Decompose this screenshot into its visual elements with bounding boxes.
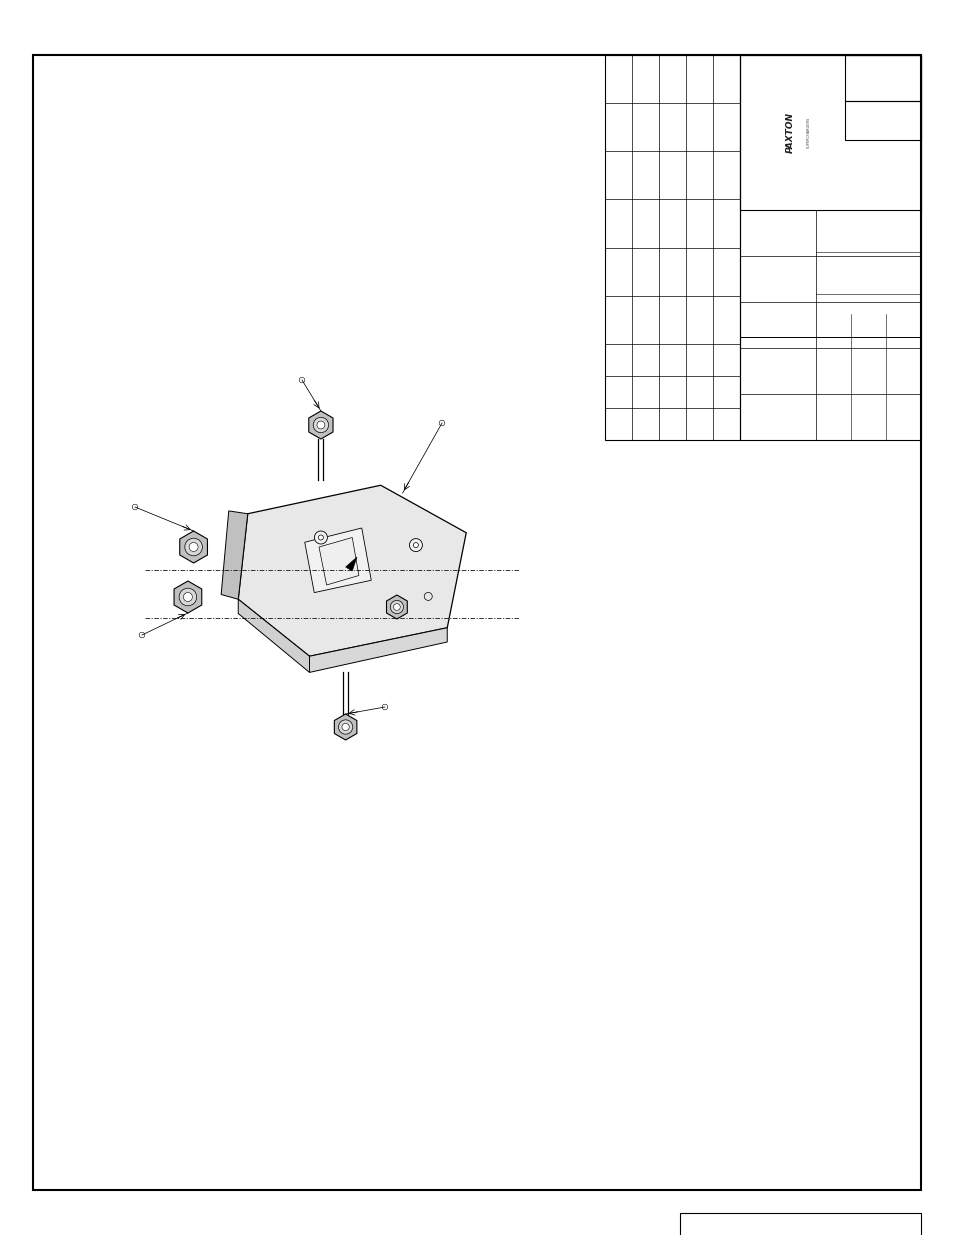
Polygon shape (221, 511, 248, 599)
Circle shape (139, 632, 145, 637)
Bar (679, 1213, 920, 1235)
Circle shape (316, 421, 324, 429)
Circle shape (313, 417, 328, 432)
Circle shape (388, 599, 401, 613)
Circle shape (390, 600, 403, 614)
Polygon shape (386, 595, 407, 619)
Circle shape (314, 531, 327, 543)
Circle shape (392, 604, 397, 609)
Polygon shape (173, 580, 201, 613)
Polygon shape (179, 531, 207, 563)
Circle shape (338, 720, 353, 734)
Circle shape (382, 704, 387, 710)
Circle shape (424, 593, 432, 600)
Bar (844, 101, 920, 140)
Polygon shape (309, 627, 447, 672)
Circle shape (318, 535, 323, 540)
Bar (740, 56, 920, 440)
Circle shape (132, 504, 137, 510)
Circle shape (185, 538, 202, 556)
Polygon shape (304, 529, 371, 593)
Circle shape (413, 542, 418, 547)
Text: SUPERCHARGERS: SUPERCHARGERS (806, 117, 810, 148)
Circle shape (409, 538, 422, 552)
Circle shape (189, 542, 198, 552)
Polygon shape (345, 557, 356, 571)
Circle shape (299, 377, 304, 383)
Circle shape (394, 604, 400, 610)
Polygon shape (238, 599, 309, 672)
Circle shape (438, 420, 444, 426)
Polygon shape (238, 485, 466, 656)
Bar (844, 56, 920, 101)
Bar (740, 56, 920, 210)
Polygon shape (309, 411, 333, 438)
Circle shape (179, 588, 196, 606)
Circle shape (183, 593, 193, 601)
Circle shape (341, 724, 349, 731)
Text: PAXTON: PAXTON (785, 112, 795, 153)
Bar (604, 56, 740, 440)
Polygon shape (318, 537, 358, 585)
Polygon shape (334, 714, 356, 740)
